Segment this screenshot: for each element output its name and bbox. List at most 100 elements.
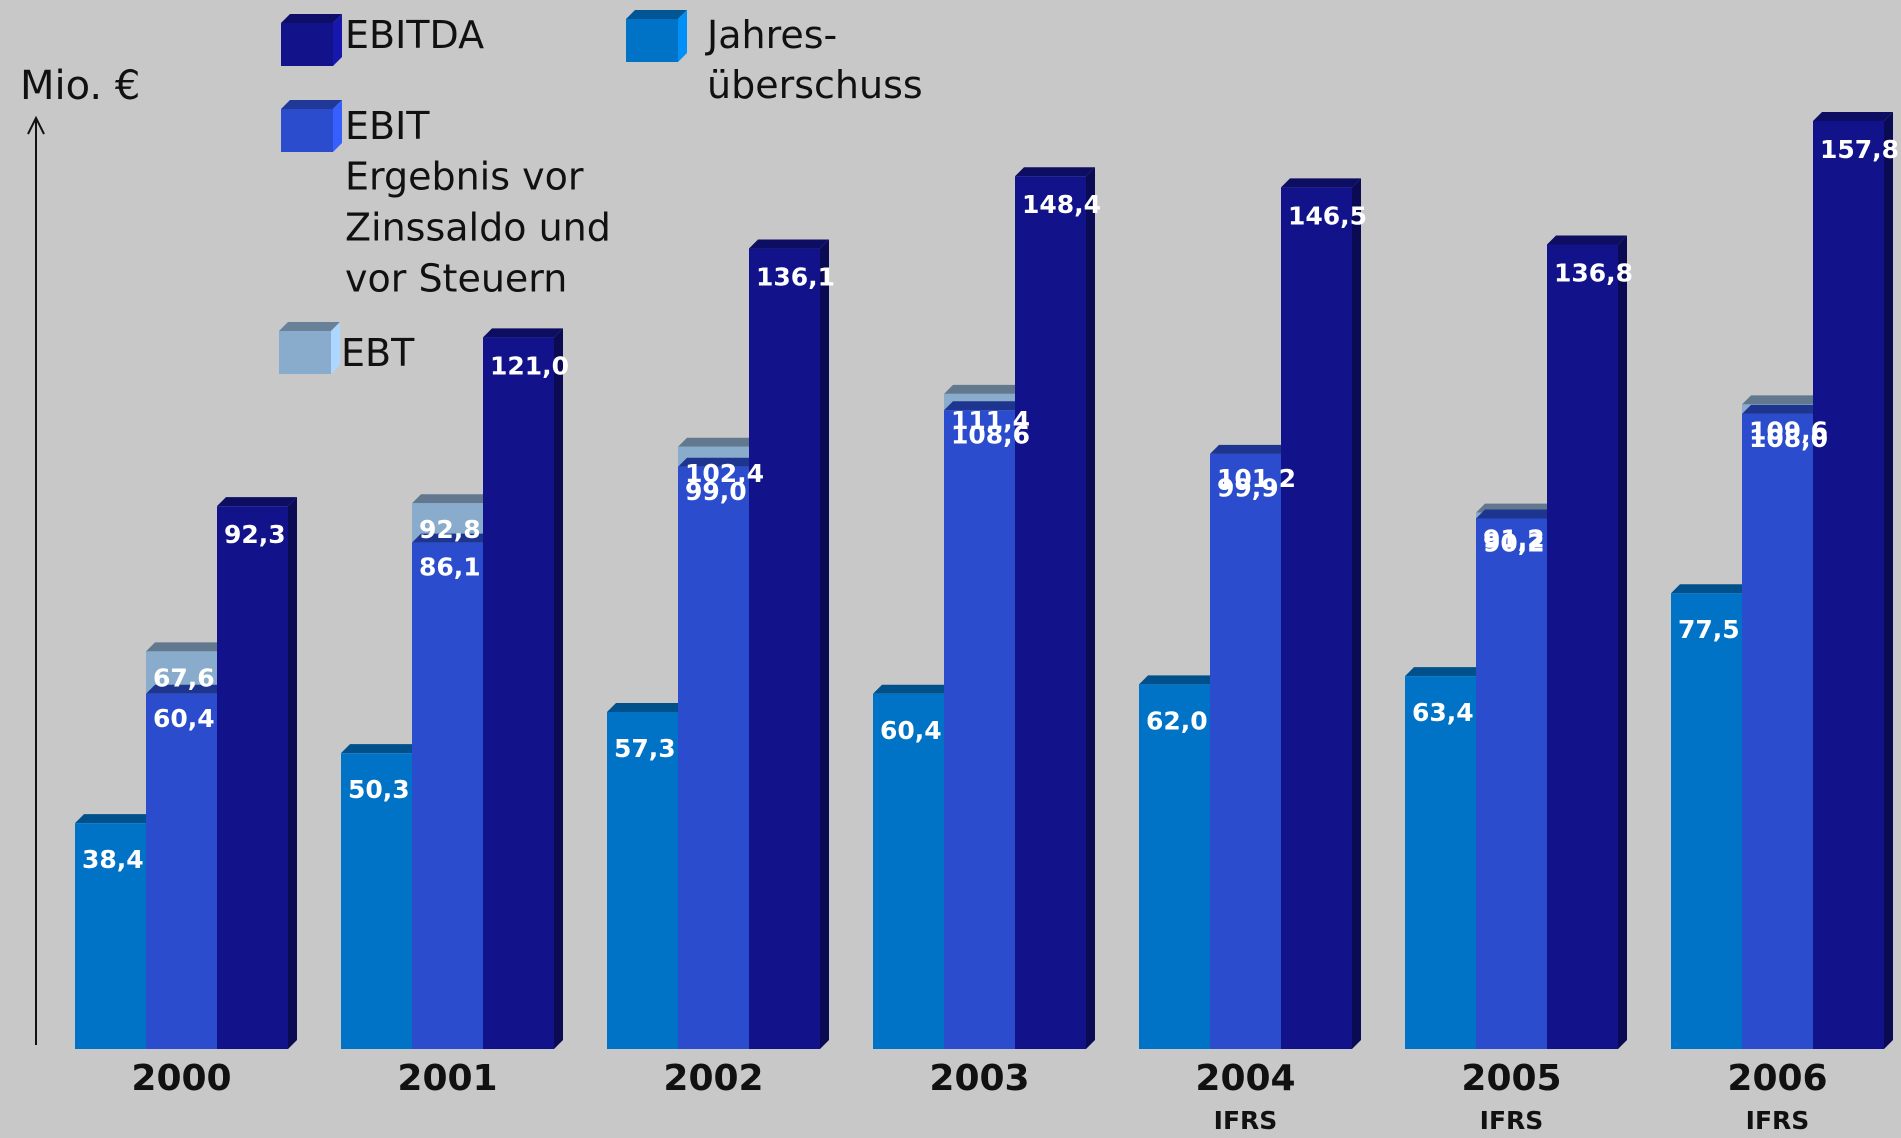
bar-top [1281, 178, 1361, 188]
value-label: 77,5 [1678, 615, 1740, 644]
x-tick-label: 2003 [929, 1058, 1029, 1099]
bar-top [217, 497, 297, 507]
value-label: 91,2 [1483, 525, 1545, 554]
bar-side [820, 239, 829, 1049]
legend-swatch [281, 23, 333, 66]
legend-label: EBT [341, 331, 415, 375]
bar-top [678, 457, 758, 467]
value-label: 111,4 [951, 406, 1030, 435]
legend-description: Ergebnis vor [345, 155, 584, 199]
x-tick-note: IFRS [1480, 1106, 1544, 1135]
bar-top [1476, 509, 1556, 519]
bar [483, 337, 554, 1049]
bar-top [146, 642, 226, 652]
value-label: 101,2 [1217, 464, 1296, 493]
value-label: 92,8 [419, 515, 481, 544]
legend-swatch-side [331, 322, 340, 374]
legend-swatch-side [678, 10, 687, 62]
bar [146, 693, 217, 1049]
bar [1547, 244, 1618, 1049]
value-label: 148,4 [1022, 190, 1101, 219]
bar [412, 542, 483, 1049]
value-label: 102,4 [685, 459, 764, 488]
bar-top [1547, 235, 1627, 245]
bar [1405, 676, 1476, 1049]
bar [873, 693, 944, 1049]
bar [749, 248, 820, 1049]
value-label: 99,0 [685, 477, 747, 506]
x-tick-label: 2006 [1727, 1058, 1827, 1099]
value-label: 108,6 [951, 420, 1030, 449]
value-label: 38,4 [82, 845, 144, 874]
bar-top [1139, 675, 1219, 685]
bar-top [1742, 395, 1822, 405]
y-axis-arrow [27, 115, 45, 135]
x-tick-label: 2005 [1461, 1058, 1561, 1099]
bar [1210, 453, 1281, 1049]
x-tick-label: 2000 [131, 1058, 231, 1099]
legend-swatch [279, 331, 331, 374]
bar-side [1086, 167, 1095, 1049]
bar-top [944, 384, 1024, 394]
bar [678, 466, 749, 1050]
bar-top [341, 744, 421, 754]
bar-top [1405, 667, 1485, 677]
bar-top [412, 533, 492, 543]
value-label: 90,2 [1483, 529, 1545, 558]
legend-description: Zinssaldo und [345, 206, 611, 250]
bar-top [483, 328, 563, 338]
legend-label: Jahres-überschuss [705, 13, 923, 107]
bar-top [1813, 111, 1893, 121]
bar [75, 823, 146, 1049]
value-label: 136,8 [1554, 258, 1633, 287]
value-label: 108,0 [1749, 424, 1828, 453]
bar [1813, 120, 1884, 1050]
value-label: 157,8 [1820, 135, 1899, 164]
x-tick-label: 2004 [1195, 1058, 1295, 1099]
legend-swatch [626, 19, 678, 62]
value-label: 60,4 [153, 704, 215, 733]
bar-top [678, 437, 758, 447]
bar-top [873, 684, 953, 694]
value-label: 92,3 [224, 520, 286, 549]
value-label: 60,4 [880, 716, 942, 745]
value-label: 62,0 [1146, 706, 1208, 735]
value-label: 67,6 [153, 663, 215, 692]
value-label: 86,1 [419, 553, 481, 582]
bar [1281, 187, 1352, 1050]
value-label: 99,9 [1217, 473, 1279, 502]
bar-top [944, 401, 1024, 411]
bar-top [412, 494, 492, 504]
bar-top [1671, 584, 1751, 594]
x-tick-label: 2001 [397, 1058, 497, 1099]
bar [217, 506, 288, 1049]
bar [1742, 413, 1813, 1049]
bar-top [75, 814, 155, 824]
value-label: 63,4 [1412, 698, 1474, 727]
bar [607, 712, 678, 1049]
bar-side [554, 328, 563, 1049]
bar-side [1352, 178, 1361, 1050]
legend-label: EBIT [345, 104, 430, 148]
value-label: 121,0 [490, 351, 569, 380]
bar-top [749, 239, 829, 249]
bar-top [1015, 167, 1095, 177]
x-tick-note: IFRS [1746, 1106, 1810, 1135]
bar [341, 753, 412, 1049]
legend-swatch-top [626, 10, 687, 19]
bar [1015, 176, 1086, 1049]
bar [944, 410, 1015, 1049]
legend-swatch-side [333, 14, 342, 66]
bar-top [1210, 444, 1290, 454]
legend-swatch-top [281, 14, 342, 23]
value-label: 57,3 [614, 734, 676, 763]
value-label: 146,5 [1288, 201, 1367, 230]
value-label: 136,1 [756, 263, 835, 292]
legend-description: vor Steuern [345, 257, 567, 301]
legend-swatch-side [333, 100, 342, 152]
y-axis-label: Mio. € [20, 63, 140, 109]
legend-swatch-top [279, 322, 340, 331]
bar-side [1618, 235, 1627, 1049]
bar-side [288, 497, 297, 1049]
legend-label: EBITDA [345, 13, 484, 57]
